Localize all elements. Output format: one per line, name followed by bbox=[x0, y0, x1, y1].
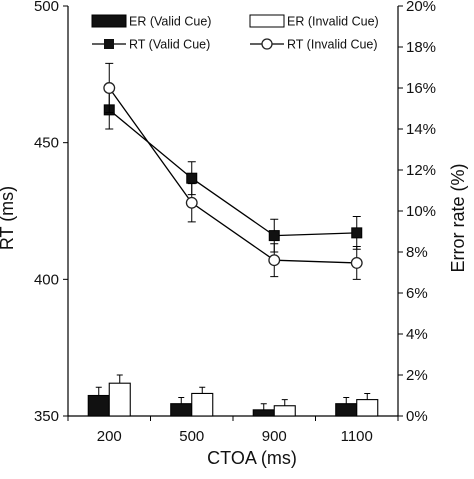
y-tick-label-right: 16% bbox=[406, 80, 436, 97]
y-tick-label-right: 2% bbox=[406, 367, 428, 384]
y-tick-label-right: 20% bbox=[406, 0, 436, 15]
y-tick-label-left: 450 bbox=[34, 135, 59, 152]
legend-label: RT (Invalid Cue) bbox=[287, 38, 378, 52]
bar-error-bar bbox=[178, 397, 185, 404]
y-tick-label-right: 12% bbox=[406, 162, 436, 179]
y-tick-label-right: 18% bbox=[406, 39, 436, 56]
legend-marker bbox=[104, 39, 114, 49]
legend-item: ER (Valid Cue) bbox=[91, 14, 211, 29]
point-rt-valid bbox=[268, 230, 280, 242]
x-axis-title: CTOA (ms) bbox=[207, 448, 297, 468]
bar-error-bar bbox=[260, 403, 267, 410]
point-rt-invalid bbox=[268, 254, 281, 267]
legend-label: RT (Valid Cue) bbox=[129, 38, 210, 52]
y-tick-label-right: 4% bbox=[406, 326, 428, 343]
bar-error-bar bbox=[364, 392, 371, 400]
bar-error-bar bbox=[281, 399, 288, 406]
legend-item: RT (Valid Cue) bbox=[92, 38, 210, 52]
y-axis-title-right: Error rate (%) bbox=[448, 163, 468, 272]
point-rt-valid bbox=[186, 172, 198, 184]
legend: ER (Valid Cue) ER (Invalid Cue) RT (Valid … bbox=[91, 14, 379, 52]
legend-label: ER (Valid Cue) bbox=[129, 15, 211, 29]
line-rt-invalid bbox=[108, 87, 357, 264]
bar-er-invalid bbox=[356, 399, 379, 417]
bar-error-bar bbox=[116, 374, 123, 384]
bar-er-valid bbox=[170, 403, 193, 417]
y-tick-label-left: 350 bbox=[34, 408, 59, 425]
bar-er-invalid bbox=[273, 405, 296, 417]
bar-er-invalid bbox=[108, 382, 131, 417]
legend-marker bbox=[261, 38, 273, 50]
error-rate-bars bbox=[87, 374, 379, 417]
bar-error-bar bbox=[95, 386, 102, 396]
x-tick-label: 200 bbox=[97, 428, 122, 445]
legend-swatch bbox=[91, 14, 127, 28]
y-tick-label-right: 8% bbox=[406, 244, 428, 261]
bar-er-valid bbox=[252, 409, 275, 417]
bar-er-valid bbox=[87, 394, 110, 417]
legend-item: RT (Invalid Cue) bbox=[250, 38, 378, 52]
legend-item: ER (Invalid Cue) bbox=[249, 14, 379, 29]
y-tick-label-right: 6% bbox=[406, 285, 428, 302]
point-rt-invalid bbox=[185, 196, 198, 209]
y-tick-label-right: 14% bbox=[406, 121, 436, 138]
y-tick-label-right: 10% bbox=[406, 203, 436, 220]
point-rt-invalid bbox=[350, 256, 363, 269]
legend-swatch bbox=[249, 14, 285, 28]
bar-er-invalid bbox=[191, 392, 214, 417]
point-rt-invalid bbox=[103, 82, 116, 94]
legend-label: ER (Invalid Cue) bbox=[287, 15, 379, 29]
y-tick-label-left: 500 bbox=[34, 0, 59, 15]
rt-lines bbox=[103, 62, 363, 280]
axes: 350 400 450 500 0% 2% 4% 6% 8% 10% 12% 14% 16% 18% 20%… bbox=[34, 0, 436, 445]
y-tick-label-right: 0% bbox=[406, 408, 428, 425]
x-tick-label: 900 bbox=[262, 428, 287, 445]
bar-error-bar bbox=[343, 397, 350, 404]
bar-error-bar bbox=[199, 386, 206, 394]
x-tick-label: 500 bbox=[179, 428, 204, 445]
y-tick-label-left: 400 bbox=[34, 271, 59, 288]
x-tick-label: 1100 bbox=[341, 428, 373, 445]
point-rt-valid bbox=[351, 227, 363, 239]
line-rt-valid bbox=[108, 109, 357, 237]
y-axis-title-left: RT (ms) bbox=[0, 186, 17, 250]
bar-er-valid bbox=[335, 403, 358, 417]
